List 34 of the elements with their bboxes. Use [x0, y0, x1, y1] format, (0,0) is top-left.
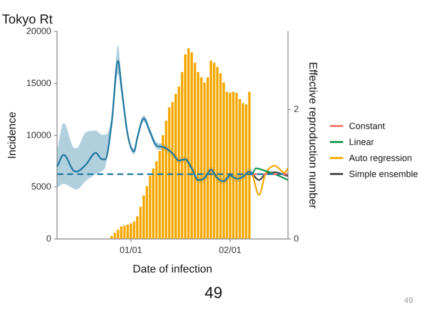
- bar: [126, 224, 129, 238]
- text: 49: [204, 285, 222, 302]
- line-series: [252, 171, 289, 181]
- bar: [114, 232, 116, 238]
- bar: [116, 230, 120, 238]
- legend-label: Auto regression: [349, 153, 412, 163]
- y2-tick-label: 0: [294, 233, 299, 244]
- bar: [212, 62, 216, 238]
- x-tick-label: 02/01: [218, 244, 242, 255]
- bar: [130, 223, 132, 238]
- bar: [216, 66, 219, 238]
- bar: [235, 92, 238, 238]
- y-tick-label: 20000: [26, 26, 52, 36]
- text: 49: [404, 296, 413, 305]
- bar: [190, 52, 193, 238]
- y2-axis-title: Effective reproduction number: [306, 62, 318, 209]
- y-tick-label: 10000: [26, 130, 52, 140]
- legend-label: Constant: [349, 121, 386, 131]
- y-tick-label: 0: [46, 233, 52, 244]
- x-axis-title: Date of infection: [132, 263, 212, 276]
- line-series: [252, 168, 289, 181]
- y-tick-label: 15000: [26, 78, 52, 88]
- bar: [120, 226, 122, 238]
- chart-title: Tokyo Rt: [2, 11, 53, 26]
- bar: [232, 92, 235, 238]
- y2-tick-label: 2: [294, 104, 299, 114]
- y-axis-title: Incidence: [6, 112, 19, 159]
- bar: [110, 236, 113, 238]
- legend-label: Linear: [349, 137, 374, 147]
- bar: [210, 60, 212, 238]
- x-tick-label: 01/01: [120, 244, 142, 255]
- y-tick-label: 5000: [31, 182, 52, 192]
- legend-label: Simple ensemble: [349, 169, 418, 179]
- bar: [228, 92, 232, 238]
